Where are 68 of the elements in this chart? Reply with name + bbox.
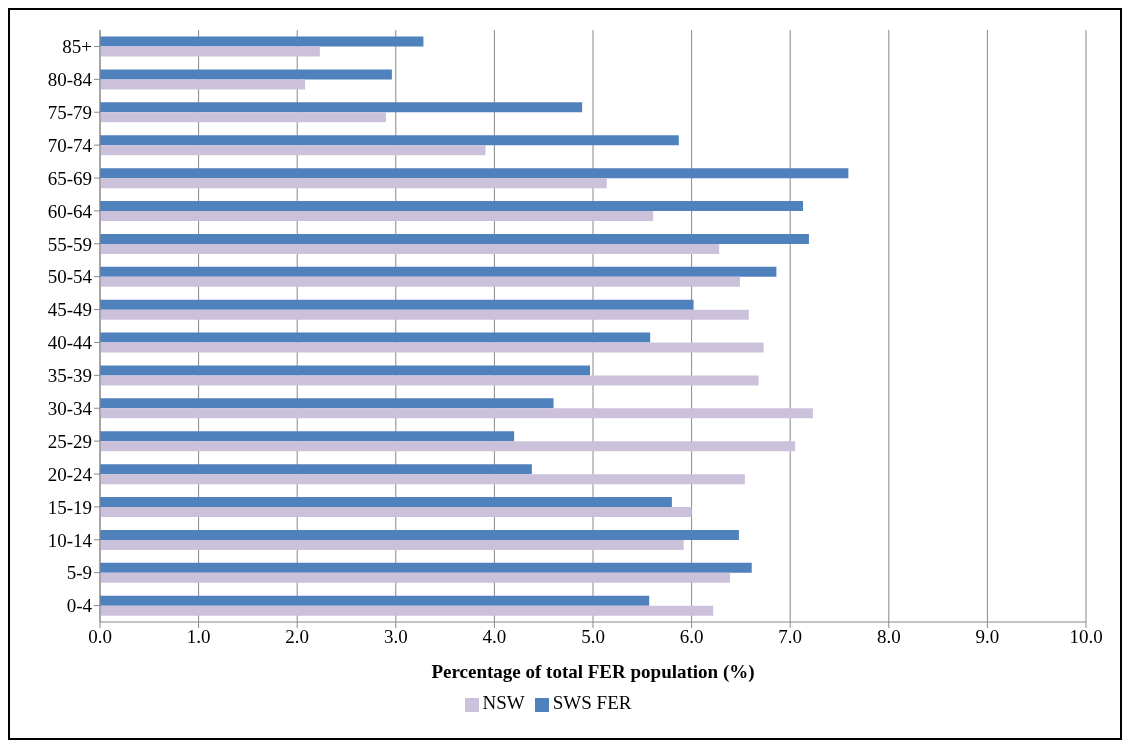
bar (100, 309, 749, 320)
bar (100, 168, 849, 179)
x-tick-label: 10.0 (1069, 626, 1103, 648)
y-tick-label: 70-74 (47, 134, 93, 156)
bar (100, 441, 796, 452)
bar (100, 276, 740, 287)
bar (100, 211, 654, 222)
bar (100, 398, 554, 409)
bar (100, 375, 759, 386)
x-tick-label: 4.0 (482, 626, 507, 648)
bar (100, 497, 672, 508)
x-tick-label: 5.0 (581, 626, 605, 648)
bar (100, 36, 424, 47)
bar (100, 595, 650, 606)
x-tick-label: 2.0 (285, 626, 310, 648)
bar (100, 342, 764, 353)
bar (100, 365, 591, 376)
y-tick-label: 25-29 (47, 430, 92, 452)
y-tick-label: 15-19 (47, 496, 92, 518)
bar (100, 332, 651, 343)
bar (100, 46, 320, 57)
y-tick-label: 85+ (62, 36, 92, 58)
bar (100, 431, 515, 442)
y-tick-label: 55-59 (47, 233, 92, 255)
y-tick-label: 65-69 (47, 167, 92, 189)
x-tick-label: 3.0 (383, 626, 408, 648)
x-axis-title: Percentage of total FER population (%) (431, 661, 755, 683)
y-tick-label: 10-14 (47, 529, 93, 551)
legend-label: NSW (482, 692, 525, 713)
bar (100, 299, 694, 310)
y-tick-label: 80-84 (47, 69, 93, 91)
y-tick-label: 0-4 (66, 595, 93, 617)
y-tick-label: 30-34 (47, 397, 93, 419)
legend-label: SWS FER (552, 692, 632, 713)
x-tick-label: 6.0 (679, 626, 704, 648)
x-tick-label: 8.0 (876, 626, 901, 648)
x-tick-label: 7.0 (778, 626, 803, 648)
bar (100, 112, 386, 123)
bar (100, 408, 813, 419)
bar (100, 464, 532, 475)
bar (100, 605, 714, 616)
y-tick-label: 20-24 (47, 463, 93, 485)
x-tick-label: 0.0 (88, 626, 112, 648)
bar (100, 539, 684, 550)
y-tick-label: 40-44 (47, 332, 93, 354)
bar (100, 145, 486, 156)
bar (100, 529, 739, 540)
y-tick-label: 35-39 (47, 365, 92, 387)
y-tick-label: 5-9 (66, 562, 92, 584)
x-tick-label: 1.0 (186, 626, 211, 648)
bar (100, 572, 731, 583)
bar (100, 69, 392, 80)
y-tick-label: 50-54 (47, 266, 93, 288)
bar (100, 266, 777, 277)
bar (100, 507, 692, 518)
bar (100, 201, 804, 212)
bar (100, 474, 745, 485)
bar (100, 233, 809, 244)
bar (100, 79, 306, 90)
bar (100, 178, 607, 189)
bar (100, 243, 720, 254)
bar (100, 135, 679, 146)
x-tick-label: 9.0 (975, 626, 1000, 648)
bar (100, 102, 583, 113)
y-tick-label: 45-49 (47, 299, 92, 321)
y-tick-label: 60-64 (47, 200, 93, 222)
y-tick-label: 75-79 (47, 101, 92, 123)
bar (100, 562, 752, 573)
